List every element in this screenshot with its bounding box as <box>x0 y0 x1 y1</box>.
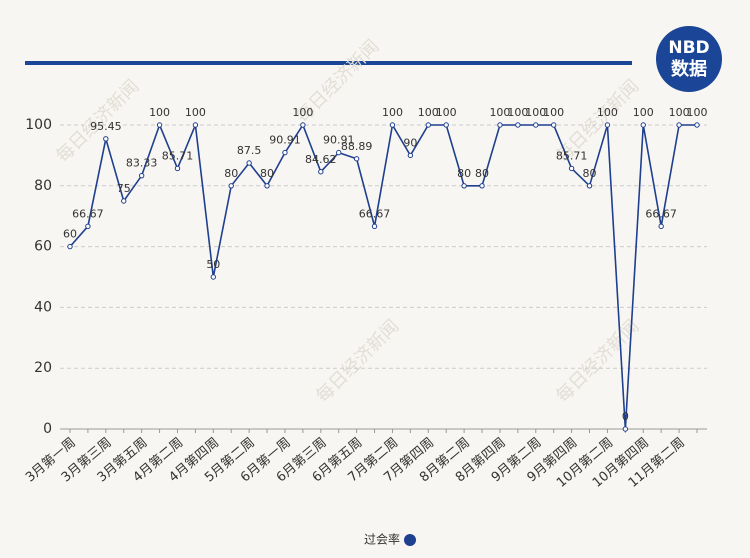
point <box>640 122 646 128</box>
data-label: 95.45 <box>90 120 122 133</box>
point <box>85 223 91 230</box>
data-label: 100 <box>525 106 546 119</box>
point <box>658 223 664 230</box>
legend-marker <box>404 534 416 546</box>
point <box>67 243 73 250</box>
point <box>676 122 682 128</box>
data-label: 100 <box>382 106 403 119</box>
point <box>622 426 629 432</box>
point <box>318 169 324 175</box>
data-label: 100 <box>597 106 618 119</box>
data-label: 84.62 <box>305 153 337 166</box>
point <box>192 122 199 128</box>
point <box>586 183 593 189</box>
point <box>228 183 234 189</box>
data-label: 80 <box>475 167 489 180</box>
point <box>246 160 252 166</box>
point <box>604 122 611 128</box>
data-label: 90.91 <box>269 134 301 147</box>
point <box>550 122 557 128</box>
legend-label: 过会率 <box>364 532 400 547</box>
point <box>694 122 700 128</box>
point <box>156 122 163 128</box>
point <box>138 172 145 179</box>
data-label: 83.33 <box>126 157 158 170</box>
point <box>210 274 217 280</box>
data-label: 80 <box>583 167 597 180</box>
data-label: 90.91 <box>323 134 355 147</box>
data-label: 80 <box>457 167 471 180</box>
data-label: 85.71 <box>162 149 194 162</box>
point <box>371 223 378 230</box>
y-tick-label: 0 <box>43 421 52 437</box>
point <box>174 165 181 172</box>
data-label: 80 <box>224 167 238 180</box>
point <box>443 122 449 128</box>
data-label: 66.67 <box>359 207 391 220</box>
y-tick-label: 40 <box>34 299 52 315</box>
logo-text: NBD <box>668 38 709 58</box>
y-tick-label: 60 <box>34 239 52 255</box>
point <box>336 149 342 156</box>
data-label: 100 <box>149 106 170 119</box>
point <box>533 122 539 128</box>
point <box>497 122 503 128</box>
series-line <box>69 121 697 430</box>
point <box>407 152 414 159</box>
data-label: 88.89 <box>341 140 373 153</box>
data-label: 75 <box>117 182 131 195</box>
point <box>282 149 288 156</box>
data-label: 100 <box>185 106 206 119</box>
point <box>479 183 485 189</box>
point <box>353 156 360 162</box>
header-bar <box>25 61 632 65</box>
data-label: 100 <box>669 106 690 119</box>
point <box>568 165 575 172</box>
data-label: 100 <box>436 106 457 119</box>
data-label: 100 <box>418 106 439 119</box>
data-label: 90 <box>403 136 417 149</box>
data-label: 0 <box>622 410 629 423</box>
data-label: 87.5 <box>237 144 262 157</box>
point <box>103 136 109 142</box>
point <box>515 122 521 128</box>
point <box>264 183 270 189</box>
logo-text: 数据 <box>671 58 707 80</box>
data-label: 85.71 <box>556 149 588 162</box>
point <box>121 198 127 204</box>
logo-badge <box>656 26 722 92</box>
data-label: 100 <box>633 106 654 119</box>
data-label: 100 <box>489 106 510 119</box>
point <box>300 122 306 128</box>
data-label: 100 <box>507 106 528 119</box>
data-label: 100 <box>687 106 708 119</box>
data-label: 100 <box>292 106 313 119</box>
point <box>461 183 467 189</box>
y-tick-label: 100 <box>25 117 52 133</box>
y-tick-label: 80 <box>34 178 52 194</box>
data-label: 80 <box>260 167 274 180</box>
y-tick-label: 20 <box>34 360 52 376</box>
data-label: 100 <box>543 106 564 119</box>
data-label: 60 <box>63 228 77 241</box>
point <box>425 122 431 128</box>
data-label: 66.67 <box>645 207 677 220</box>
data-label: 66.67 <box>72 207 104 220</box>
point <box>389 122 396 128</box>
data-label: 50 <box>206 258 220 271</box>
